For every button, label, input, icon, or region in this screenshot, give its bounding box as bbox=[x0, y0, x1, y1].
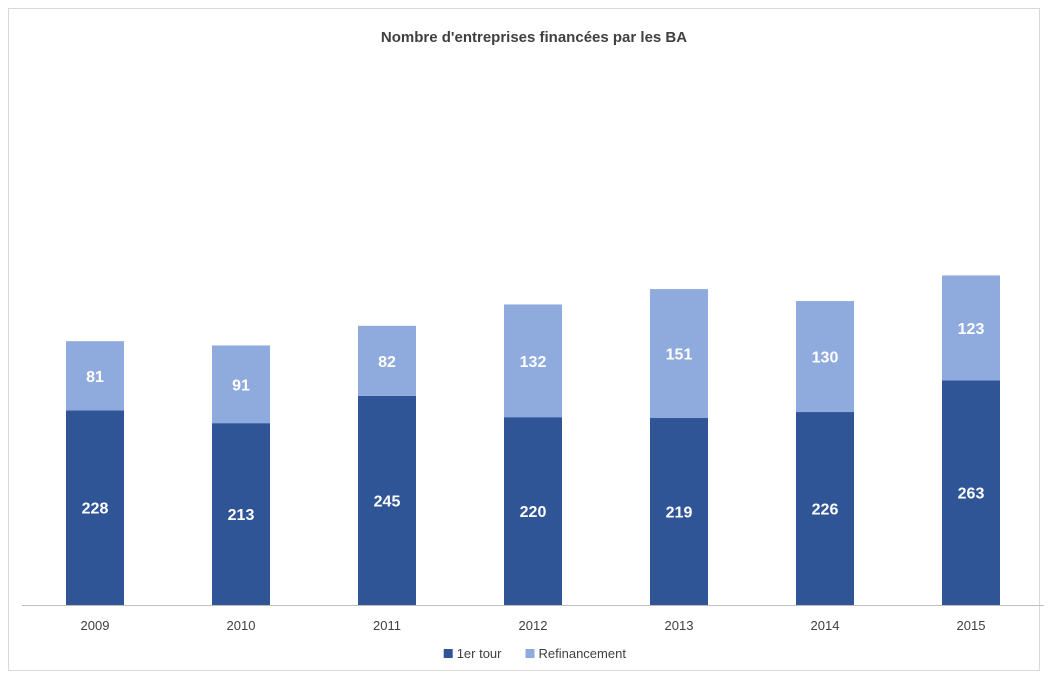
legend: 1er tour Refinancement bbox=[443, 646, 627, 661]
x-tick-label-2009: 2009 bbox=[81, 618, 110, 633]
data-label-2010-series-1: 91 bbox=[232, 377, 250, 394]
data-label-2010-series-0: 213 bbox=[228, 507, 255, 524]
bar-2010-series-0 bbox=[212, 423, 270, 605]
x-tick-label-2012: 2012 bbox=[519, 618, 548, 633]
bar-2009-series-1 bbox=[66, 341, 124, 411]
bar-2013-series-0 bbox=[650, 418, 708, 605]
x-tick-labels: 2009 2010 2011 2012 2013 2014 2015 bbox=[81, 618, 986, 633]
bar-2010-series-1 bbox=[212, 345, 270, 424]
bars-layer: 228 81 213 91 245 82 220 132 219 151 226 130 263 123 bbox=[66, 275, 1000, 605]
legend-swatch-1 bbox=[525, 649, 535, 658]
bar-2011-series-0 bbox=[358, 395, 416, 605]
bar-2011-series-1 bbox=[358, 325, 416, 396]
data-label-2012-series-1: 132 bbox=[520, 354, 547, 371]
data-label-2013-series-0: 219 bbox=[666, 505, 693, 522]
data-label-2014-series-0: 226 bbox=[812, 502, 839, 519]
x-tick-label-2015: 2015 bbox=[957, 618, 986, 633]
x-tick-label-2014: 2014 bbox=[811, 618, 840, 633]
bar-2009-series-0 bbox=[66, 410, 124, 605]
data-label-2012-series-0: 220 bbox=[520, 504, 547, 521]
legend-swatch-0 bbox=[443, 649, 453, 658]
bar-2012-series-0 bbox=[504, 417, 562, 605]
data-label-2013-series-1: 151 bbox=[666, 347, 693, 364]
legend-label-0: 1er tour bbox=[457, 646, 502, 661]
data-label-2011-series-0: 245 bbox=[374, 493, 401, 510]
legend-label-1: Refinancement bbox=[539, 646, 627, 661]
bar-2015-series-1 bbox=[942, 275, 1000, 381]
data-label-2009-series-1: 81 bbox=[86, 369, 104, 386]
bar-2012-series-1 bbox=[504, 304, 562, 418]
bar-2014-series-0 bbox=[796, 412, 854, 605]
data-label-2015-series-0: 263 bbox=[958, 486, 985, 503]
data-label-2015-series-1: 123 bbox=[958, 321, 985, 338]
bar-2014-series-1 bbox=[796, 301, 854, 413]
x-tick-label-2013: 2013 bbox=[665, 618, 694, 633]
bar-2015-series-0 bbox=[942, 380, 1000, 605]
data-label-2014-series-1: 130 bbox=[812, 350, 839, 367]
data-label-2009-series-0: 228 bbox=[82, 501, 109, 518]
bar-2013-series-1 bbox=[650, 289, 708, 419]
x-tick-label-2011: 2011 bbox=[373, 618, 401, 633]
data-label-2011-series-1: 82 bbox=[378, 354, 396, 371]
chart-title: Nombre d'entreprises financées par les B… bbox=[381, 29, 687, 46]
x-tick-label-2010: 2010 bbox=[227, 618, 256, 633]
